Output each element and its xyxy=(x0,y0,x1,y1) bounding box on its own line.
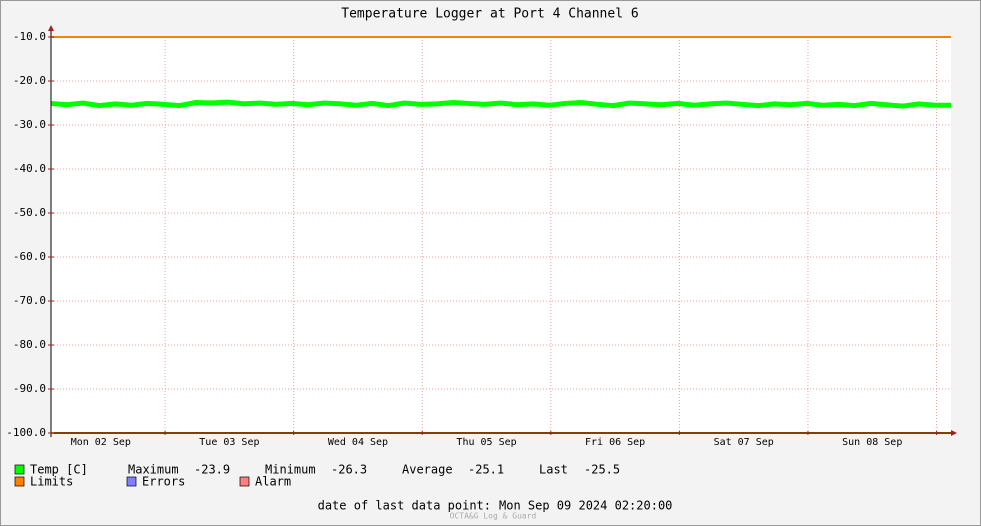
legend-swatch xyxy=(126,476,137,487)
plot-area xyxy=(51,37,951,433)
x-tick-label: Thu 05 Sep xyxy=(456,437,516,448)
y-tick-label: -60.0 xyxy=(13,250,46,263)
stat-value: -26.3 xyxy=(331,463,367,477)
watermark: OCTA&G Log & Guard xyxy=(450,512,537,521)
legend: Temp [C] Maximum -23.9 Minimum -26.3 Average -… xyxy=(14,463,620,489)
y-tick-label: -70.0 xyxy=(13,294,46,307)
x-arrow xyxy=(951,430,957,436)
legend-swatch xyxy=(239,476,250,487)
legend-label: Alarm xyxy=(255,475,291,489)
x-tick-label: Fri 06 Sep xyxy=(585,437,645,448)
footer-label: date of last data point: xyxy=(318,499,491,513)
stat-label: Minimum xyxy=(265,463,316,477)
y-tick-label: -80.0 xyxy=(13,338,46,351)
x-tick-label: Wed 04 Sep xyxy=(328,437,388,448)
y-tick-label: -100.0 xyxy=(6,426,46,439)
legend-label: Errors xyxy=(142,475,185,489)
chart-title: Temperature Logger at Port 4 Channel 6 xyxy=(341,7,638,22)
stat-value: -25.5 xyxy=(584,463,620,477)
x-tick-label: Sun 08 Sep xyxy=(842,437,902,448)
x-tick-label: Tue 03 Sep xyxy=(199,437,259,448)
y-arrow xyxy=(48,25,54,31)
x-tick-label: Sat 07 Sep xyxy=(714,437,774,448)
stat-value: -25.1 xyxy=(468,463,504,477)
y-tick-label: -10.0 xyxy=(13,30,46,43)
y-tick-label: -30.0 xyxy=(13,118,46,131)
x-tick-label: Mon 02 Sep xyxy=(71,437,131,448)
y-tick-label: -50.0 xyxy=(13,206,46,219)
legend-swatch xyxy=(14,476,25,487)
y-tick-label: -40.0 xyxy=(13,162,46,175)
series-line xyxy=(50,99,951,109)
legend-label: Temp [C] xyxy=(30,463,88,477)
stat-label: Maximum xyxy=(128,463,179,477)
stat-label: Last xyxy=(539,463,568,477)
y-tick-label: -20.0 xyxy=(13,74,46,87)
legend-label: Limits xyxy=(30,475,73,489)
stat-label: Average xyxy=(402,463,453,477)
legend-swatch xyxy=(14,464,25,475)
stat-value: -23.9 xyxy=(194,463,230,477)
y-tick-label: -90.0 xyxy=(13,382,46,395)
footer-date: Mon Sep 09 2024 02:20:00 xyxy=(499,499,672,513)
